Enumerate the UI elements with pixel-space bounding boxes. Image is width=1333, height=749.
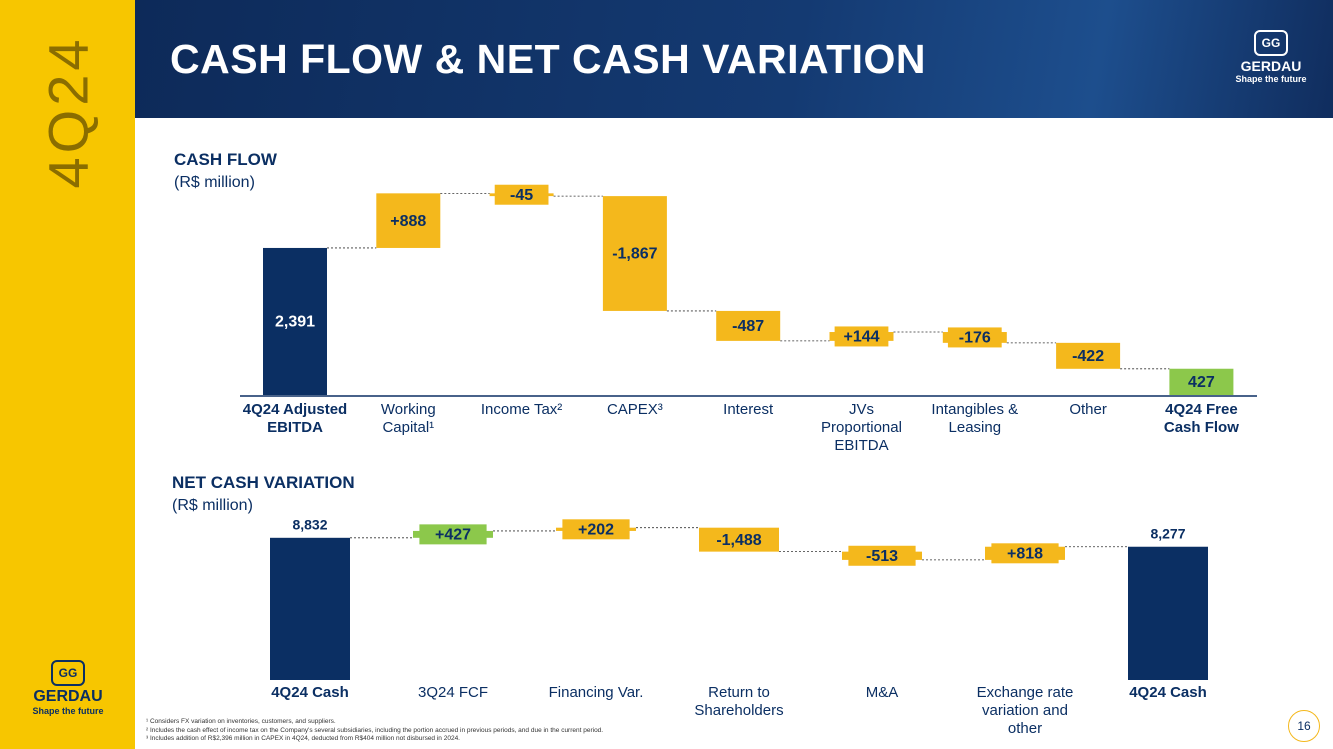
- logo-tagline: Shape the future: [1235, 74, 1307, 84]
- x-tick-label: JVs Proportional EBITDA: [821, 401, 902, 454]
- header-logo: GG GERDAU Shape the future: [1226, 30, 1316, 84]
- value-label: +144: [843, 329, 879, 346]
- footnote: ² Includes the cash effect of income tax…: [146, 726, 604, 734]
- value-label: -45: [510, 187, 533, 204]
- page-number: 16: [1288, 710, 1320, 742]
- value-label: -422: [1072, 348, 1104, 365]
- logo-mark: GG: [51, 660, 85, 686]
- value-label: +888: [390, 213, 426, 230]
- logo-mark: GG: [1254, 30, 1288, 56]
- x-tick-label: 4Q24 Cash: [271, 684, 349, 701]
- chart-subtitle: (R$ million): [172, 497, 253, 514]
- bar: [270, 537, 350, 680]
- bar: [1169, 368, 1234, 395]
- x-tick-label: Financing Var.: [548, 684, 644, 701]
- value-label: 8,277: [1150, 525, 1185, 541]
- bar: [716, 310, 781, 341]
- value-label: -487: [732, 318, 764, 335]
- value-label: 427: [1188, 374, 1215, 391]
- x-tick-label: Return to Shareholders: [694, 684, 784, 719]
- slide-title: CASH FLOW & NET CASH VARIATION: [170, 36, 927, 82]
- x-tick-label: Other: [1069, 401, 1107, 418]
- bar: [1056, 342, 1121, 369]
- label-box: [419, 524, 487, 545]
- value-label: -513: [866, 548, 898, 565]
- x-tick-label: CAPEX³: [606, 401, 663, 418]
- header-band: [135, 0, 1333, 118]
- footnote: ³ Includes addition of R$2,396 million i…: [146, 735, 460, 742]
- label-box: [562, 519, 630, 540]
- x-tick-label: 3Q24 FCF: [417, 684, 489, 701]
- label-box: [991, 543, 1059, 564]
- x-tick-label: Intangibles & Leasing: [931, 401, 1019, 436]
- x-tick-label: M&A: [865, 684, 899, 701]
- logo-name: GERDAU: [1240, 58, 1302, 74]
- bar: [602, 196, 667, 311]
- chart-title: NET CASH VARIATION: [172, 473, 355, 492]
- bar: [376, 193, 441, 248]
- label-box: [834, 326, 889, 347]
- value-label: +202: [578, 522, 614, 539]
- value-label: -1,488: [716, 532, 761, 549]
- label-box: [947, 327, 1002, 348]
- value-label: +427: [435, 527, 471, 544]
- value-label: -1,867: [612, 246, 657, 263]
- value-label: -176: [959, 330, 991, 347]
- footnotes: ¹ Considers FX variation on inventories,…: [146, 718, 603, 744]
- side-band: [0, 0, 135, 749]
- logo-tagline: Shape the future: [32, 706, 104, 716]
- chart-subtitle: (R$ million): [174, 174, 255, 191]
- x-tick-label: 4Q24 Adjusted EBITDA: [242, 401, 348, 436]
- value-label: +818: [1007, 546, 1043, 563]
- value-label: 8,832: [292, 517, 327, 533]
- chart-title: CASH FLOW: [174, 150, 277, 169]
- bar: [699, 527, 779, 552]
- x-tick-label: 4Q24 Cash: [1129, 684, 1207, 701]
- value-label: 2,391: [275, 314, 315, 331]
- x-tick-label: Income Tax²: [480, 401, 563, 418]
- x-tick-label: Interest: [723, 401, 774, 418]
- bar: [263, 247, 327, 395]
- x-tick-label: 4Q24 Free Cash Flow: [1163, 401, 1239, 436]
- side-logo: GG GERDAU Shape the future: [22, 660, 114, 716]
- x-tick-label: Exchange rate variation and other: [976, 684, 1074, 737]
- label-box: [494, 184, 549, 205]
- logo-name: GERDAU: [33, 688, 103, 705]
- x-tick-label: Working Capital¹: [380, 401, 436, 436]
- label-box: [848, 545, 916, 566]
- footnote: ¹ Considers FX variation on inventories,…: [146, 718, 336, 725]
- bar: [1128, 546, 1208, 680]
